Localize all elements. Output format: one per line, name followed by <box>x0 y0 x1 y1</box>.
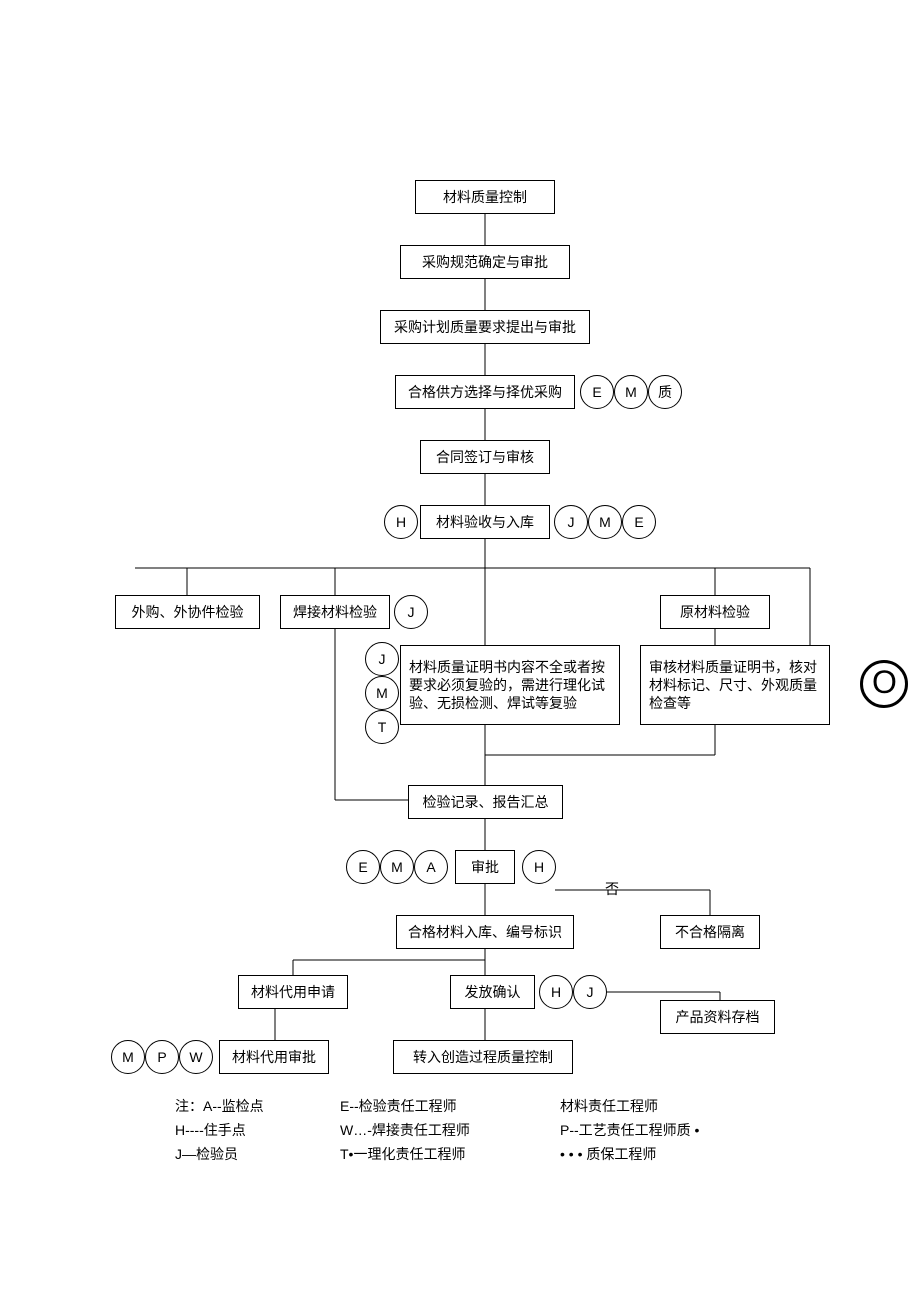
role-circle-c17a: H <box>539 975 573 1009</box>
node-n6: 材料验收与入库 <box>420 505 550 539</box>
node-n1: 材料质量控制 <box>415 180 555 214</box>
circle-label: M <box>122 1049 134 1065</box>
circle-label: 质 <box>658 382 672 402</box>
legend-item: J—检验员 <box>175 1143 264 1167</box>
legend-item: H----住手点 <box>175 1119 264 1143</box>
role-circle-c13a: E <box>346 850 380 884</box>
node-n17: 发放确认 <box>450 975 535 1009</box>
legend-col3: 材料责任工程师 P--工艺责任工程师质 • • • • 质保工程师 <box>560 1095 699 1166</box>
role-circle-c17b: J <box>573 975 607 1009</box>
circle-label: M <box>625 384 637 400</box>
node-n7: 外购、外协件检验 <box>115 595 260 629</box>
role-circle-c10a: J <box>365 642 399 676</box>
node-label: 采购计划质量要求提出与审批 <box>394 318 576 336</box>
node-n12: 检验记录、报告汇总 <box>408 785 563 819</box>
node-label: 检验记录、报告汇总 <box>423 793 549 811</box>
legend-item: 注：A--监检点 <box>175 1095 264 1119</box>
node-label: 外购、外协件检验 <box>132 603 244 621</box>
circle-label: T <box>378 719 387 735</box>
role-circle-c6b: M <box>588 505 622 539</box>
circle-label: J <box>379 651 386 667</box>
circle-label: M <box>391 859 403 875</box>
node-label: 采购规范确定与审批 <box>422 253 548 271</box>
role-circle-c8: J <box>394 595 428 629</box>
circle-label: M <box>599 514 611 530</box>
circle-label: E <box>592 384 601 400</box>
legend-item: T•一理化责任工程师 <box>340 1143 470 1167</box>
node-label: 合格供方选择与择优采购 <box>408 383 562 401</box>
role-circle-c4c: 质 <box>648 375 682 409</box>
node-label: 产品资料存档 <box>676 1008 760 1026</box>
node-n8: 焊接材料检验 <box>280 595 390 629</box>
node-n10: 材料质量证明书内容不全或者按要求必须复验的，需进行理化试验、无损检测、焊试等复验 <box>400 645 620 725</box>
role-circle-c13r: H <box>522 850 556 884</box>
node-label: 发放确认 <box>465 983 521 1001</box>
circle-label: E <box>634 514 643 530</box>
node-n14: 合格材料入库、编号标识 <box>396 915 574 949</box>
role-circle-c4a: E <box>580 375 614 409</box>
node-label: 材料质量证明书内容不全或者按要求必须复验的，需进行理化试验、无损检测、焊试等复验 <box>409 658 611 713</box>
role-circle-c10b: M <box>365 676 399 710</box>
role-circle-c19c: W <box>179 1040 213 1074</box>
circle-label: A <box>426 859 435 875</box>
circle-label: H <box>396 514 406 530</box>
node-n15: 不合格隔离 <box>660 915 760 949</box>
circle-label: P <box>157 1049 166 1065</box>
node-label: 原材料检验 <box>680 603 750 621</box>
circle-label: J <box>587 984 594 1000</box>
legend-col2: E--检验责任工程师 W…-焊接责任工程师 T•一理化责任工程师 <box>340 1095 470 1166</box>
node-label: 不合格隔离 <box>675 923 745 941</box>
circle-label: J <box>408 604 415 620</box>
node-label: 材料代用审批 <box>232 1048 316 1066</box>
node-label: 焊接材料检验 <box>293 603 377 621</box>
node-n4: 合格供方选择与择优采购 <box>395 375 575 409</box>
big-circle-o-label: O <box>872 664 897 701</box>
role-circle-c4b: M <box>614 375 648 409</box>
role-circle-c19b: P <box>145 1040 179 1074</box>
node-label: 材料验收与入库 <box>436 513 534 531</box>
node-n20: 转入创造过程质量控制 <box>393 1040 573 1074</box>
role-circle-c6l: H <box>384 505 418 539</box>
legend-item: E--检验责任工程师 <box>340 1095 470 1119</box>
node-label: 材料代用申请 <box>251 983 335 1001</box>
flowchart-canvas: 材料质量控制 采购规范确定与审批 采购计划质量要求提出与审批 合格供方选择与择优… <box>0 0 920 1301</box>
role-circle-c13c: A <box>414 850 448 884</box>
circle-label: W <box>189 1049 202 1065</box>
node-label: 材料质量控制 <box>443 188 527 206</box>
legend-item: • • • 质保工程师 <box>560 1143 699 1167</box>
node-label: 审核材料质量证明书，核对材料标记、尺寸、外观质量检查等 <box>649 658 821 713</box>
node-n11: 审核材料质量证明书，核对材料标记、尺寸、外观质量检查等 <box>640 645 830 725</box>
role-circle-c10c: T <box>365 710 399 744</box>
node-label: 转入创造过程质量控制 <box>413 1048 553 1066</box>
node-n2: 采购规范确定与审批 <box>400 245 570 279</box>
circle-label: J <box>568 514 575 530</box>
legend-item: W…-焊接责任工程师 <box>340 1119 470 1143</box>
node-label: 合同签订与审核 <box>436 448 534 466</box>
node-n13: 审批 <box>455 850 515 884</box>
circle-label: M <box>376 685 388 701</box>
node-label: 审批 <box>471 858 499 876</box>
legend-col1: 注：A--监检点 H----住手点 J—检验员 <box>175 1095 264 1166</box>
circle-label: E <box>358 859 367 875</box>
node-n19: 材料代用审批 <box>219 1040 329 1074</box>
label-no: 否 <box>605 879 619 899</box>
role-circle-c13b: M <box>380 850 414 884</box>
node-n3: 采购计划质量要求提出与审批 <box>380 310 590 344</box>
node-n16: 材料代用申请 <box>238 975 348 1009</box>
circle-label: H <box>551 984 561 1000</box>
node-label: 合格材料入库、编号标识 <box>408 923 562 941</box>
role-circle-c19a: M <box>111 1040 145 1074</box>
role-circle-c6a: J <box>554 505 588 539</box>
node-n5: 合同签订与审核 <box>420 440 550 474</box>
circle-label: H <box>534 859 544 875</box>
node-n18: 产品资料存档 <box>660 1000 775 1034</box>
legend-item: P--工艺责任工程师质 • <box>560 1119 699 1143</box>
role-circle-c6c: E <box>622 505 656 539</box>
legend-item: 材料责任工程师 <box>560 1095 699 1119</box>
node-n9: 原材料检验 <box>660 595 770 629</box>
